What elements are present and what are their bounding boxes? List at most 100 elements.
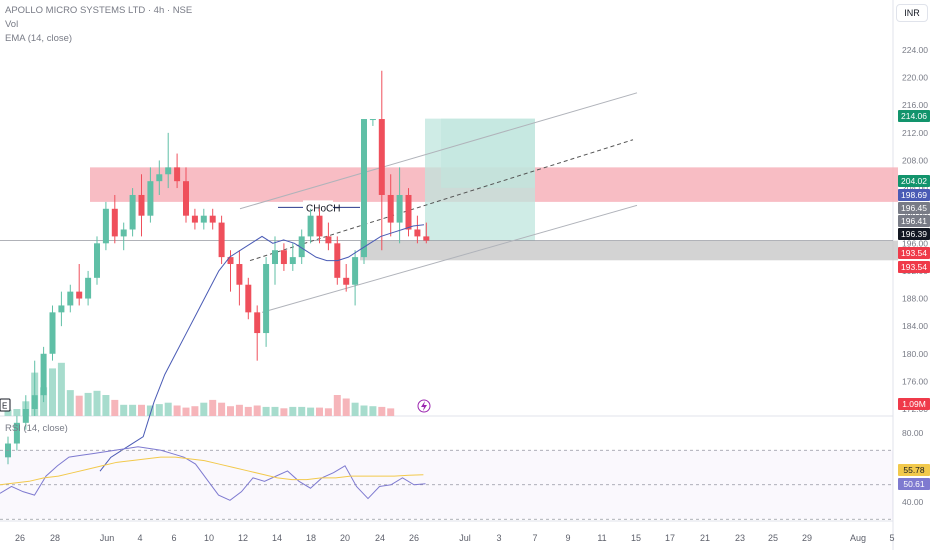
candle-body xyxy=(191,215,198,223)
volume-bar xyxy=(75,395,83,416)
candle-body xyxy=(58,305,65,313)
volume-bar xyxy=(111,399,119,416)
rsi-band xyxy=(0,450,893,520)
x-tick-label: 4 xyxy=(137,533,142,543)
candle-body xyxy=(387,194,394,223)
x-tick-label: 29 xyxy=(802,533,812,543)
volume-bar xyxy=(146,405,154,416)
demand-zone xyxy=(360,240,898,261)
volume-bar xyxy=(271,406,279,416)
x-tick-label: 5 xyxy=(889,533,894,543)
volume-bar xyxy=(57,362,65,416)
earnings-badge xyxy=(0,398,11,412)
x-tick-label: Aug xyxy=(850,533,866,543)
candle-body xyxy=(120,229,127,237)
x-tick-label: 20 xyxy=(340,533,350,543)
volume-bar xyxy=(191,406,199,416)
candle-body xyxy=(280,250,287,265)
candle-body xyxy=(111,208,118,237)
price-tag: 193.54 xyxy=(898,247,930,259)
x-tick-label: 26 xyxy=(409,533,419,543)
x-tick-label: 26 xyxy=(15,533,25,543)
price-tag: 214.06 xyxy=(898,110,930,122)
candle-body xyxy=(254,312,261,334)
candle-body xyxy=(76,291,83,299)
x-tick-label: 15 xyxy=(631,533,641,543)
volume-bar xyxy=(360,405,368,416)
x-tick-label: 23 xyxy=(735,533,745,543)
y-tick-label: 204.00 xyxy=(902,183,928,193)
volume-bar xyxy=(369,406,377,416)
lightning-icon-glyph xyxy=(421,401,427,411)
candle-body xyxy=(147,181,154,216)
volume-bar xyxy=(138,404,145,416)
candle-body xyxy=(227,257,234,265)
x-tick-label: 12 xyxy=(238,533,248,543)
y-tick-label: 180.00 xyxy=(902,349,928,359)
x-tick-label: 17 xyxy=(665,533,675,543)
y-tick-label: 184.00 xyxy=(902,321,928,331)
y-tick-label: 188.00 xyxy=(902,294,928,304)
volume-bar xyxy=(164,402,172,416)
volume-bar xyxy=(324,408,332,416)
volume-bar xyxy=(49,368,56,416)
volume-bar xyxy=(280,408,288,416)
candle-body xyxy=(414,229,421,237)
price-tag: 196.39 xyxy=(898,228,930,240)
volume-bar xyxy=(351,402,359,416)
candle-body xyxy=(307,215,314,237)
x-tick-label: Jun xyxy=(100,533,115,543)
x-tick-label: 7 xyxy=(532,533,537,543)
earnings-badge-label: E xyxy=(2,402,7,411)
x-tick-label: 21 xyxy=(700,533,710,543)
volume-bar xyxy=(4,409,12,416)
volume-bar xyxy=(262,406,270,416)
volume-bar xyxy=(342,398,350,416)
y-tick-label: 196.00 xyxy=(902,238,928,248)
candle-body xyxy=(138,194,145,216)
price-tag: 198.69 xyxy=(898,189,930,201)
candle-body xyxy=(378,119,385,195)
rsi-ma-line xyxy=(0,456,424,486)
y-tick-label: 176.00 xyxy=(902,376,928,386)
candle-body xyxy=(209,215,216,223)
price-tag: 193.54 xyxy=(898,261,930,273)
candle-body xyxy=(129,194,136,230)
volume-bar xyxy=(200,402,208,416)
volume-bar xyxy=(298,406,306,416)
candle-body xyxy=(361,119,367,258)
candle-body xyxy=(49,312,56,354)
candle-body xyxy=(156,174,163,182)
candle-body xyxy=(40,353,47,396)
candle-body xyxy=(67,291,74,306)
x-tick-label: Jul xyxy=(459,533,471,543)
candle-body xyxy=(298,236,305,258)
x-tick-label: 6 xyxy=(171,533,176,543)
y-tick-label: 212.00 xyxy=(902,128,928,138)
candle-body xyxy=(165,167,172,175)
candle-body xyxy=(343,277,350,285)
x-tick-label: 18 xyxy=(306,533,316,543)
choch-label: CHoCH xyxy=(306,203,340,214)
x-tick-label: 11 xyxy=(597,533,606,543)
candle-body xyxy=(102,208,109,244)
candle-body xyxy=(13,422,20,444)
volume-bar xyxy=(307,407,315,416)
volume-bar xyxy=(253,405,261,416)
x-tick-label: 24 xyxy=(375,533,385,543)
volume-bar xyxy=(209,399,217,416)
volume-bar xyxy=(235,404,243,416)
candle-body xyxy=(272,250,278,265)
currency-button[interactable]: INR xyxy=(896,4,928,22)
ema-legend: EMA (14, close) xyxy=(5,33,73,44)
volume-bar xyxy=(218,402,226,416)
candle-body xyxy=(183,181,189,216)
volume-bar xyxy=(182,407,190,416)
candle-body xyxy=(31,395,38,409)
candle-body xyxy=(352,257,359,285)
rsi-tick-label: 40.00 xyxy=(902,497,924,507)
volume-bar xyxy=(227,406,234,416)
y-tick-label: 224.00 xyxy=(902,45,928,55)
x-tick-label: 14 xyxy=(272,533,282,543)
